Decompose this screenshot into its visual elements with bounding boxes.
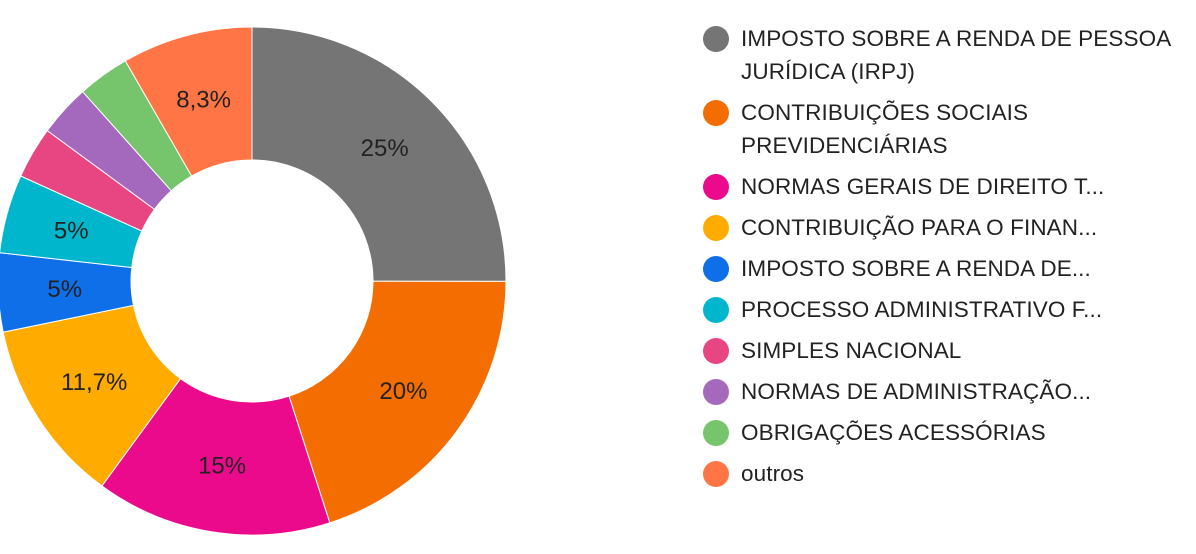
legend-swatch — [703, 297, 729, 323]
slice-value-label: 5% — [54, 218, 89, 245]
legend-label: IMPOSTO SOBRE A RENDA DE... — [741, 256, 1091, 281]
legend-label: NORMAS DE ADMINISTRAÇÃO... — [741, 379, 1092, 404]
legend-label: OBRIGAÇÕES ACESSÓRIAS — [741, 420, 1046, 445]
legend-label: CONTRIBUIÇÃO PARA O FINAN... — [741, 215, 1098, 240]
legend-label: CONTRIBUIÇÕES SOCIAIS PREVIDENCIÁRIAS — [741, 100, 1029, 158]
legend-swatch — [703, 379, 729, 405]
donut-slice — [288, 280, 507, 524]
donut-slice — [101, 377, 331, 536]
legend-item: CONTRIBUIÇÃO PARA O FINAN... — [703, 211, 1183, 244]
legend-swatch — [703, 100, 729, 126]
legend-swatch — [703, 256, 729, 282]
legend-item: IMPOSTO SOBRE A RENDA DE... — [703, 252, 1183, 285]
legend-label: IMPOSTO SOBRE A RENDA DE PESSOA JURÍDICA… — [741, 26, 1171, 84]
legend-item: NORMAS GERAIS DE DIREITO T... — [703, 170, 1183, 203]
legend-swatch — [703, 26, 729, 52]
slice-value-label: 8,3% — [176, 86, 231, 113]
slice-value-label: 11,7% — [61, 369, 127, 396]
legend-item: IMPOSTO SOBRE A RENDA DE PESSOA JURÍDICA… — [703, 22, 1183, 88]
chart-legend: IMPOSTO SOBRE A RENDA DE PESSOA JURÍDICA… — [703, 22, 1183, 498]
slice-value-label: 15% — [198, 453, 246, 480]
donut-slice — [124, 26, 253, 177]
legend-label: SIMPLES NACIONAL — [741, 338, 962, 363]
donut-slice — [251, 26, 507, 282]
slice-value-label: 5% — [47, 276, 82, 303]
donut-slice — [0, 252, 135, 333]
donut-slices — [0, 26, 507, 536]
slice-value-label: 25% — [361, 135, 409, 162]
legend-swatch — [703, 461, 729, 487]
legend-swatch — [703, 174, 729, 200]
legend-item: SIMPLES NACIONAL — [703, 334, 1183, 367]
slice-value-label: 20% — [379, 378, 427, 405]
legend-item: NORMAS DE ADMINISTRAÇÃO... — [703, 375, 1183, 408]
legend-swatch — [703, 215, 729, 241]
donut-slice — [2, 304, 182, 487]
legend-item: outros — [703, 457, 1183, 490]
legend-item: PROCESSO ADMINISTRATIVO F... — [703, 293, 1183, 326]
legend-item: OBRIGAÇÕES ACESSÓRIAS — [703, 416, 1183, 449]
legend-item: CONTRIBUIÇÕES SOCIAIS PREVIDENCIÁRIAS — [703, 96, 1183, 162]
legend-swatch — [703, 420, 729, 446]
donut-slice-labels: 25% 20% 15% 11,7% 5% 5% 8,3% — [47, 86, 427, 479]
legend-label: NORMAS GERAIS DE DIREITO T... — [741, 174, 1105, 199]
legend-swatch — [703, 338, 729, 364]
legend-label: PROCESSO ADMINISTRATIVO F... — [741, 297, 1103, 322]
legend-label: outros — [741, 461, 805, 486]
